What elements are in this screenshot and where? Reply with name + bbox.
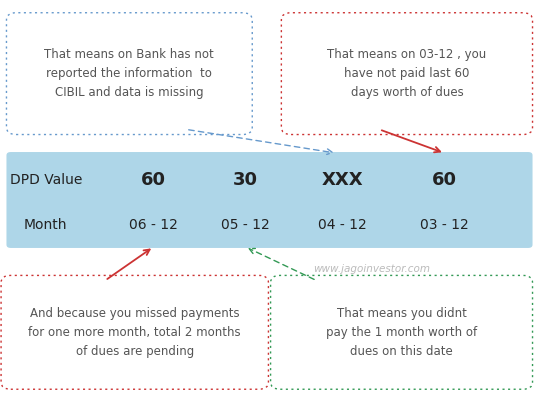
Text: 06 - 12: 06 - 12 [129,218,178,232]
Text: 05 - 12: 05 - 12 [221,218,270,232]
Text: 04 - 12: 04 - 12 [318,218,367,232]
Text: XXX: XXX [321,171,363,189]
Text: 60: 60 [141,171,166,189]
Text: www.jagoinvestor.com: www.jagoinvestor.com [313,263,431,274]
Text: 03 - 12: 03 - 12 [420,218,469,232]
Text: 30: 30 [233,171,258,189]
FancyBboxPatch shape [1,275,268,389]
Text: DPD Value: DPD Value [10,173,82,187]
Text: That means on 03-12 , you
have not paid last 60
days worth of dues: That means on 03-12 , you have not paid … [327,48,487,99]
FancyBboxPatch shape [281,13,533,135]
Text: That means on Bank has not
reported the information  to
CIBIL and data is missin: That means on Bank has not reported the … [45,48,214,99]
Text: And because you missed payments
for one more month, total 2 months
of dues are p: And because you missed payments for one … [29,307,241,358]
FancyBboxPatch shape [271,275,533,389]
FancyBboxPatch shape [6,152,533,248]
Text: Month: Month [24,218,67,232]
FancyBboxPatch shape [6,13,252,135]
Text: That means you didnt
pay the 1 month worth of
dues on this date: That means you didnt pay the 1 month wor… [326,307,477,358]
Text: 60: 60 [432,171,457,189]
